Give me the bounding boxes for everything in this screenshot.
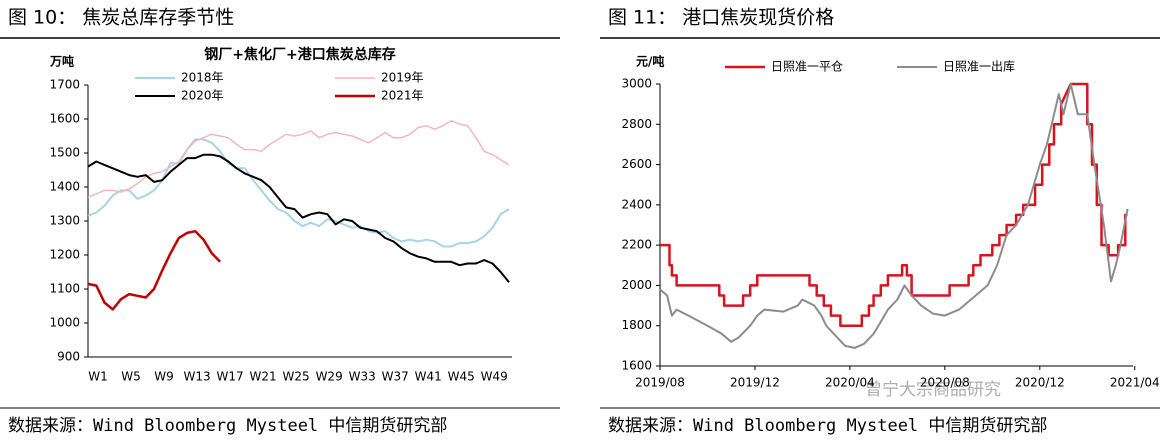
y-tick-label: 1700 [49,78,80,92]
series-line [87,229,221,311]
y-tick-label: 1400 [49,180,80,194]
x-tick-label: W21 [250,370,277,384]
y-tick-label: 2400 [621,197,652,211]
watermark: 曾宁大宗商品研究 [865,380,1001,400]
y-tick-label: 1000 [49,316,80,330]
x-tick-label: 2019/08 [635,376,685,390]
y-axis-label: 万吨 [49,54,74,69]
y-tick-label: 1600 [49,112,80,126]
x-tick-label: W33 [349,370,376,384]
legend-label: 2021年 [381,89,424,103]
y-tick-label: 1100 [49,282,80,296]
series-line [87,153,510,283]
legend-label: 日照准一平仓 [771,60,843,74]
x-tick-label: W17 [217,370,244,384]
y-tick-label: 2200 [621,238,652,252]
x-tick-label: 2020/04 [825,376,875,390]
y-tick-label: 2800 [621,117,652,131]
x-tick-label: W5 [121,370,141,384]
x-tick-label: W9 [154,370,174,384]
series-line [87,138,510,248]
y-tick-label: 3000 [621,77,652,91]
figure-caption: 图 10： 焦炭总库存季节性 [8,7,234,29]
y-axis-label: 元/吨 [636,54,664,69]
x-tick-label: W13 [183,370,210,384]
y-tick-label: 2000 [621,278,652,292]
y-tick-label: 1600 [621,359,652,373]
x-tick-label: W45 [448,370,475,384]
legend-label: 2018年 [181,71,224,85]
figure-caption: 图 11： 港口焦炭现货价格 [608,7,834,29]
source-note: 数据来源：Wind Bloomberg Mysteel 中信期货研究部 [8,416,447,436]
x-tick-label: W25 [283,370,310,384]
series-line [659,83,1129,349]
y-tick-label: 1300 [49,214,80,228]
x-tick-label: 2020/12 [1015,376,1065,390]
series-line [660,82,1128,327]
x-tick-label: W1 [88,370,108,384]
source-note: 数据来源：Wind Bloomberg Mysteel 中信期货研究部 [608,416,1047,436]
series-line [87,119,510,198]
y-tick-label: 1500 [49,146,80,160]
y-tick-label: 900 [57,350,80,364]
legend-label: 2020年 [181,89,224,103]
x-tick-label: W41 [415,370,442,384]
y-tick-label: 2600 [621,157,652,171]
x-tick-label: 2021/04 [1110,376,1160,390]
y-tick-label: 1200 [49,248,80,262]
chart-title: 钢厂+焦化厂+港口焦炭总库存 [204,46,395,63]
x-tick-label: 2020/08 [920,376,970,390]
x-tick-label: W29 [316,370,343,384]
legend-label: 2019年 [381,71,424,85]
x-tick-label: 2019/12 [730,376,780,390]
x-tick-label: W37 [382,370,409,384]
x-tick-label: W49 [481,370,508,384]
y-tick-label: 1800 [621,318,652,332]
legend-label: 日照准一出库 [943,59,1015,74]
